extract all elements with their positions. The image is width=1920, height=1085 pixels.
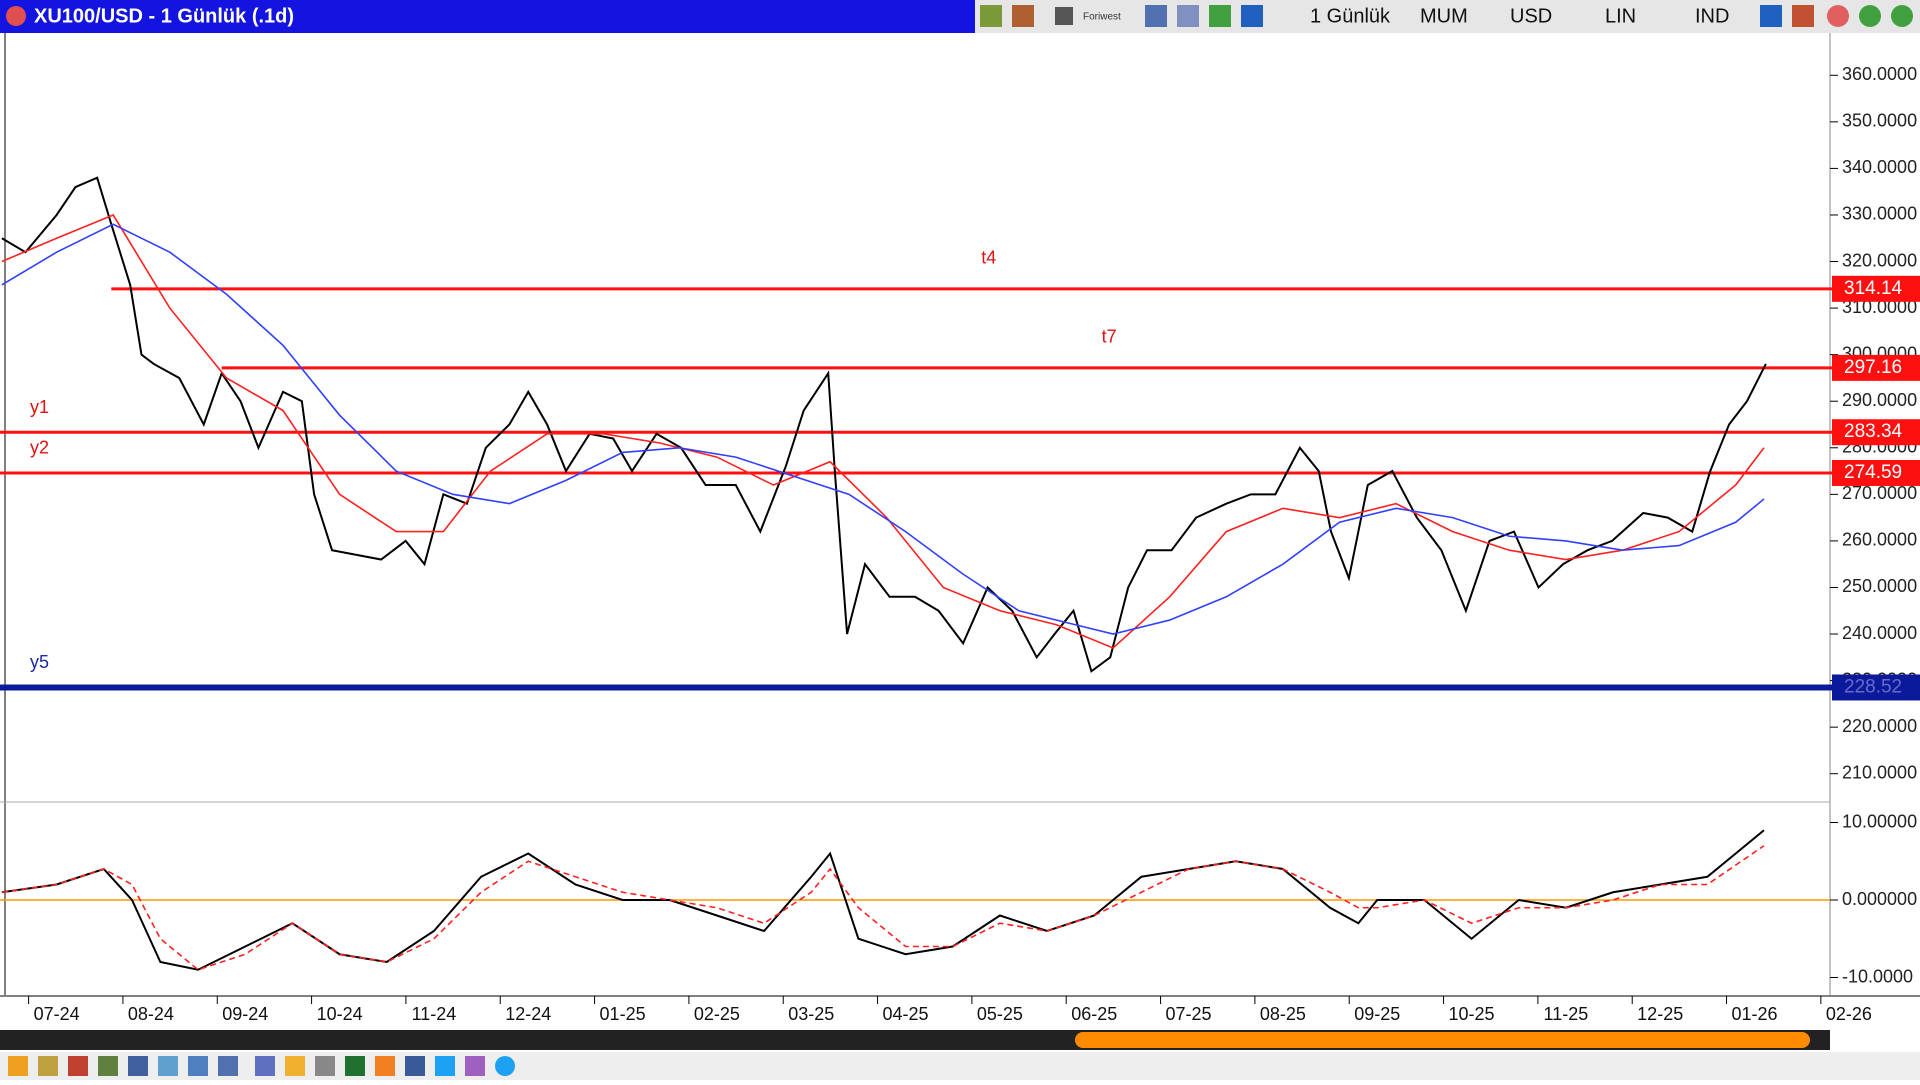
level-tag xyxy=(1832,459,1920,486)
y-tick-label: 210.0000 xyxy=(1842,762,1917,782)
x-tick-label: 07-25 xyxy=(1166,1004,1212,1024)
y-tick-label: 310.0000 xyxy=(1842,297,1917,317)
y-tick-label: 290.0000 xyxy=(1842,390,1917,410)
x-tick-label: 08-25 xyxy=(1260,1004,1306,1024)
series-line xyxy=(1,223,1765,635)
y-tick-label: 270.0000 xyxy=(1842,483,1917,503)
x-tick-label: 09-24 xyxy=(222,1004,268,1024)
close-button[interactable] xyxy=(6,6,26,26)
x-tick-label: 10-25 xyxy=(1449,1004,1495,1024)
level-value: 283.34 xyxy=(1844,421,1903,442)
x-tick-label: 03-25 xyxy=(788,1004,834,1024)
x-tick-label: 12-25 xyxy=(1637,1004,1683,1024)
series-line xyxy=(1,829,1765,971)
level-tag xyxy=(1832,275,1920,302)
x-tick-label: 05-25 xyxy=(977,1004,1023,1024)
level-value: 274.59 xyxy=(1844,462,1902,483)
x-tick-label: 04-25 xyxy=(883,1004,929,1024)
x-tick-label: 08-24 xyxy=(128,1004,174,1024)
window-title: XU100/USD - 1 Günlük (.1d) xyxy=(34,5,294,27)
y-tick-label: 220.0000 xyxy=(1842,716,1917,736)
x-tick-label: 09-25 xyxy=(1354,1004,1400,1024)
x-tick-label: 02-25 xyxy=(694,1004,740,1024)
x-tick-label: 11-24 xyxy=(412,1004,457,1024)
x-tick-label: 02-26 xyxy=(1826,1004,1872,1024)
x-tick-label: 10-24 xyxy=(317,1004,363,1024)
series-line xyxy=(1,845,1765,971)
x-tick-label: 07-24 xyxy=(34,1004,80,1024)
x-tick-label: 06-25 xyxy=(1071,1004,1117,1024)
axis-panel xyxy=(1830,33,1920,1000)
scroll-thumb[interactable] xyxy=(1075,1032,1810,1048)
level-name: t4 xyxy=(981,248,996,268)
level-name: y1 xyxy=(30,397,49,417)
level-tag xyxy=(1832,419,1920,446)
level-tag xyxy=(1832,674,1920,701)
level-name: y5 xyxy=(30,652,49,672)
toolbar-item[interactable]: LIN xyxy=(1605,5,1636,27)
level-value: 228.52 xyxy=(1844,677,1902,698)
toolbar-item[interactable]: USD xyxy=(1510,5,1552,27)
x-tick-label: 01-26 xyxy=(1732,1004,1778,1024)
level-name: t7 xyxy=(1102,327,1117,347)
series-line xyxy=(1,213,1765,649)
level-value: 314.14 xyxy=(1844,278,1903,299)
series-line xyxy=(1,176,1767,673)
toolbar-icons[interactable] xyxy=(980,5,1913,27)
y-tick-label: 250.0000 xyxy=(1842,576,1917,596)
x-tick-label: 12-24 xyxy=(505,1004,551,1024)
toolbar-item[interactable]: 1 Günlük xyxy=(1310,5,1391,27)
y-tick-label: 330.0000 xyxy=(1842,204,1917,224)
toolbar-item[interactable]: MUM xyxy=(1420,5,1468,27)
y-tick-label: 240.0000 xyxy=(1842,623,1917,643)
y-tick-label: 350.0000 xyxy=(1842,111,1917,131)
brand: Foriwest xyxy=(1083,12,1121,23)
toolbar-item[interactable]: IND xyxy=(1695,5,1729,27)
level-value: 297.16 xyxy=(1844,357,1902,378)
y-tick-label: 320.0000 xyxy=(1842,250,1917,270)
level-name: y2 xyxy=(30,438,49,458)
bottom-icons xyxy=(8,1056,515,1076)
y-tick-label: 10.00000 xyxy=(1842,811,1917,831)
y-tick-label: 0.000000 xyxy=(1842,889,1917,909)
x-tick-label: 11-25 xyxy=(1544,1004,1589,1024)
x-tick-label: 01-25 xyxy=(600,1004,646,1024)
y-tick-label: -10.0000 xyxy=(1842,966,1913,986)
level-tag xyxy=(1832,354,1920,381)
y-tick-label: 360.0000 xyxy=(1842,64,1917,84)
y-tick-label: 340.0000 xyxy=(1842,157,1917,177)
y-tick-label: 260.0000 xyxy=(1842,530,1917,550)
